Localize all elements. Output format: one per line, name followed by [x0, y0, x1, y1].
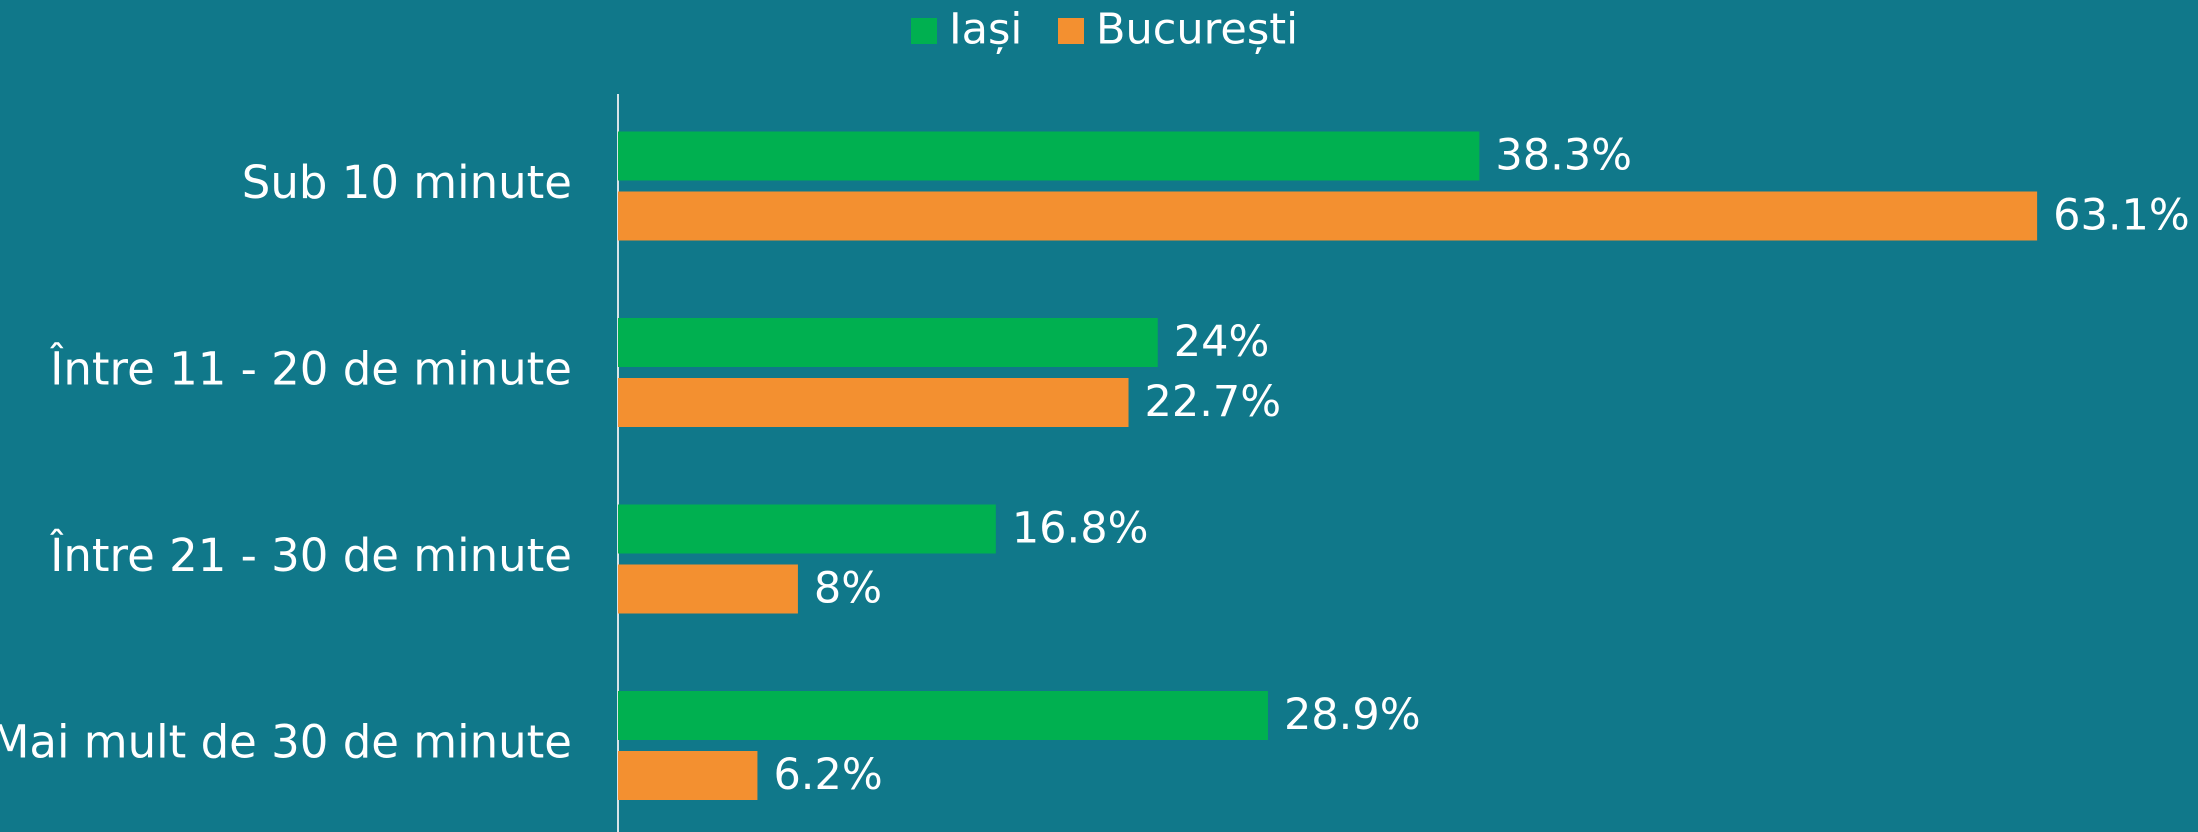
- bar: [618, 751, 758, 800]
- legend-swatch: [1058, 18, 1084, 44]
- bar: [618, 131, 1480, 181]
- bar: [618, 318, 1158, 367]
- value-label: 6.2%: [773, 750, 882, 800]
- bar: [618, 378, 1129, 427]
- bar: [618, 564, 798, 614]
- value-label: 38.3%: [1495, 131, 1632, 181]
- value-label: 28.9%: [1284, 690, 1421, 740]
- category-label: Mai mult de 30 de minute: [0, 716, 572, 769]
- bar: [618, 191, 2038, 241]
- value-label: 16.8%: [1012, 504, 1149, 554]
- bar: [618, 691, 1268, 740]
- category-label: Între 21 - 30 de minute: [49, 529, 572, 582]
- legend-swatch: [911, 18, 937, 44]
- value-label: 8%: [814, 564, 882, 614]
- value-label: 22.7%: [1145, 377, 1282, 427]
- value-label: 63.1%: [2053, 191, 2190, 241]
- category-label: Între 11 - 20 de minute: [49, 343, 572, 396]
- category-label: Sub 10 minute: [242, 156, 572, 209]
- bar: [618, 504, 996, 554]
- legend-label: București: [1096, 5, 1298, 55]
- value-label: 24%: [1174, 317, 1270, 367]
- legend-label: Iași: [949, 5, 1022, 55]
